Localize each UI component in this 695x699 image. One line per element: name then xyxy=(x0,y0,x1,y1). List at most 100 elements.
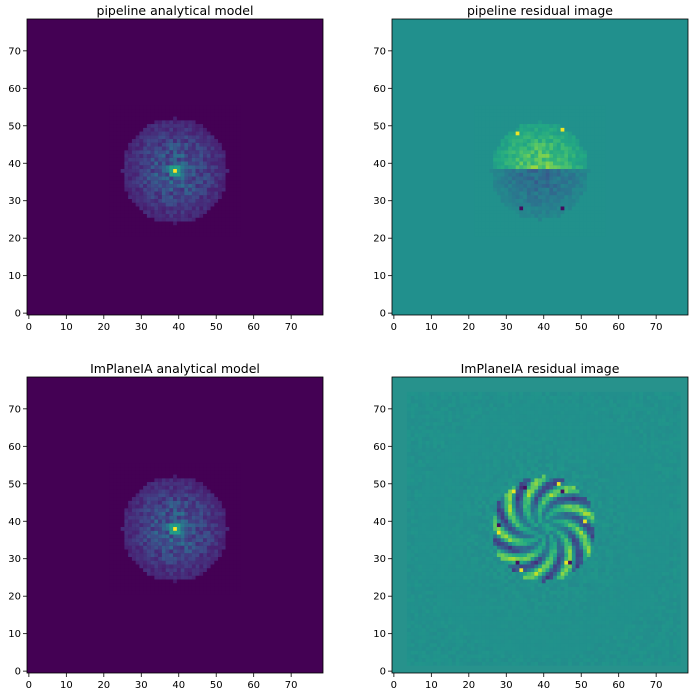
heatmap-cell xyxy=(583,176,587,181)
heatmap-cell xyxy=(188,157,193,162)
heatmap-cell xyxy=(169,135,174,140)
heatmap-cell xyxy=(628,628,632,632)
heatmap-cell xyxy=(146,571,151,576)
heatmap-cell xyxy=(180,131,185,136)
heatmap-cell xyxy=(214,213,219,218)
heatmap-cell xyxy=(120,478,125,483)
heatmap-cell xyxy=(493,225,498,229)
heatmap-cell xyxy=(515,120,520,125)
heatmap-cell xyxy=(180,530,185,535)
heatmap-cell xyxy=(218,530,222,535)
heatmap-cell xyxy=(128,123,133,128)
heatmap-cell xyxy=(150,534,155,539)
heatmap-cell xyxy=(541,116,546,121)
heatmap-cell xyxy=(113,105,118,110)
heatmap-cell xyxy=(534,206,539,211)
heatmap-cell xyxy=(120,180,125,185)
heatmap-cell xyxy=(161,549,166,554)
heatmap-cell xyxy=(523,161,528,166)
heatmap-cell xyxy=(489,613,494,617)
heatmap-cell xyxy=(500,198,505,203)
heatmap-cell xyxy=(624,658,629,662)
heatmap-cell xyxy=(485,131,490,136)
heatmap-cell xyxy=(549,198,554,203)
heatmap-cell xyxy=(180,116,185,121)
heatmap-cell xyxy=(598,221,602,226)
heatmap-cell xyxy=(131,553,136,557)
heatmap-cell xyxy=(218,560,222,565)
heatmap-cell xyxy=(496,198,501,203)
heatmap-cell xyxy=(560,180,565,185)
heatmap-cell xyxy=(496,195,501,199)
heatmap-cell xyxy=(515,650,520,655)
heatmap-cell xyxy=(658,613,662,617)
heatmap-cell xyxy=(158,560,163,565)
heatmap-cell xyxy=(575,643,580,647)
heatmap-cell xyxy=(146,198,151,203)
heatmap-cell xyxy=(564,157,569,162)
heatmap-cell xyxy=(184,146,189,151)
heatmap-cell xyxy=(534,191,539,196)
heatmap-cell xyxy=(169,221,174,226)
heatmap-cell xyxy=(206,538,211,543)
heatmap-cell xyxy=(466,631,471,636)
y-tick-label: 60 xyxy=(8,442,21,453)
heatmap-cell xyxy=(661,631,666,636)
heatmap-cell xyxy=(113,530,118,535)
heatmap-cell xyxy=(613,613,617,617)
heatmap-cell xyxy=(620,624,625,629)
heatmap-cell xyxy=(598,138,602,143)
heatmap-cell xyxy=(139,511,144,516)
heatmap-cell xyxy=(176,127,181,132)
heatmap-cell xyxy=(575,105,580,110)
heatmap-cell xyxy=(631,616,636,621)
heatmap-cell xyxy=(586,221,591,226)
heatmap-cell xyxy=(180,571,185,576)
heatmap-cell xyxy=(515,601,520,606)
heatmap-cell xyxy=(176,474,181,479)
heatmap-cell xyxy=(218,187,222,192)
heatmap-cell xyxy=(195,538,200,543)
heatmap-cell xyxy=(225,556,230,561)
heatmap-cell xyxy=(481,112,486,117)
heatmap-cell xyxy=(225,142,230,147)
heatmap-cell xyxy=(113,168,118,173)
heatmap-cell xyxy=(553,195,558,199)
heatmap-cell xyxy=(225,579,230,584)
heatmap-cell xyxy=(515,116,520,121)
heatmap-cell xyxy=(150,515,155,520)
heatmap-cell xyxy=(511,658,516,662)
heatmap-cell xyxy=(154,560,159,565)
heatmap-cell xyxy=(545,228,550,233)
heatmap-cell xyxy=(191,180,196,185)
heatmap-cell xyxy=(605,628,610,632)
heatmap-cell xyxy=(128,478,133,483)
heatmap-cell xyxy=(673,628,677,632)
heatmap-cell xyxy=(594,191,599,196)
heatmap-cell xyxy=(598,232,602,237)
heatmap-cell xyxy=(146,187,151,192)
heatmap-cell xyxy=(515,217,520,222)
heatmap-cell xyxy=(139,556,144,561)
heatmap-cell xyxy=(150,131,155,136)
heatmap-cell xyxy=(154,217,159,222)
heatmap-cell xyxy=(560,105,565,110)
heatmap-cell xyxy=(594,206,599,211)
heatmap-cell xyxy=(616,650,621,655)
heatmap-cell xyxy=(410,635,415,640)
heatmap-cell xyxy=(448,654,453,659)
heatmap-cell xyxy=(459,628,464,632)
heatmap-cell xyxy=(165,217,170,222)
heatmap-cell xyxy=(508,658,513,662)
heatmap-cell xyxy=(448,639,453,644)
heatmap-cell xyxy=(165,172,170,177)
heatmap-cell xyxy=(594,176,599,181)
heatmap-cell xyxy=(229,560,234,565)
heatmap-cell xyxy=(173,534,178,539)
heatmap-cell xyxy=(598,609,602,614)
heatmap-cell xyxy=(624,650,629,655)
heatmap-cell xyxy=(560,605,565,610)
heatmap-cell xyxy=(489,217,494,222)
heatmap-cell xyxy=(451,628,456,632)
heatmap-cell xyxy=(135,463,140,468)
